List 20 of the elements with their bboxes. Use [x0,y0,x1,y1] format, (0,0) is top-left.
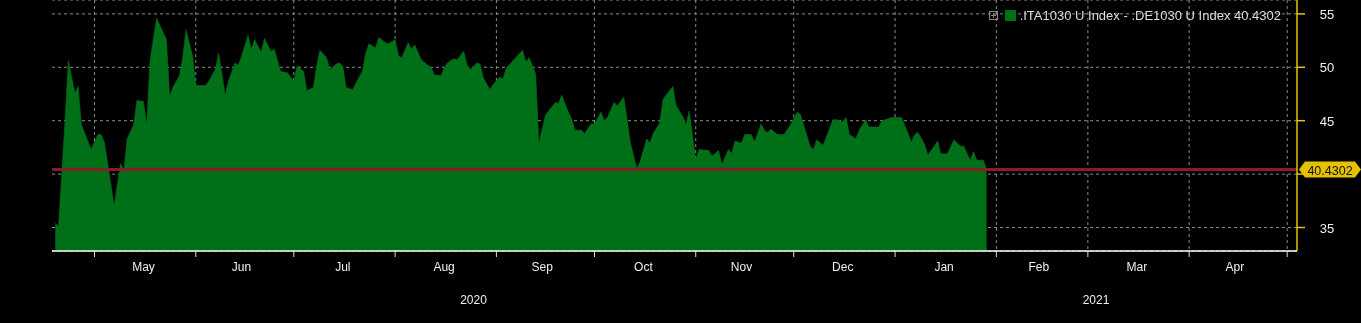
legend-label: .ITA1030 U Index - .DE1030 U Index 40.4302 [1019,8,1281,23]
x-tick-label: Feb [1028,260,1050,274]
x-tick-label: Aug [433,260,455,274]
x-tick-label: Oct [634,260,654,274]
x-tick-label: Jan [934,260,954,274]
x-tick-label: Jun [231,260,252,274]
x-tick-label: Mar [1126,260,1148,274]
text: 2021 [1082,293,1110,307]
y-tick-label: 35 [1319,220,1335,236]
y-tick-label: 50 [1319,60,1335,76]
ref-line-label: 40.4302 [1307,163,1353,178]
y-tick-label: 55 [1319,6,1335,22]
x-tick-label: May [132,260,155,274]
x-tick-label: Jul [335,260,351,274]
x-tick-label: Dec [832,260,854,274]
x-tick-label: Nov [730,260,753,274]
text: 2020 [460,293,487,307]
x-tick-label: Apr [1225,260,1245,274]
y-tick-label: 45 [1319,113,1335,129]
x-tick-label: Sep [531,260,554,274]
